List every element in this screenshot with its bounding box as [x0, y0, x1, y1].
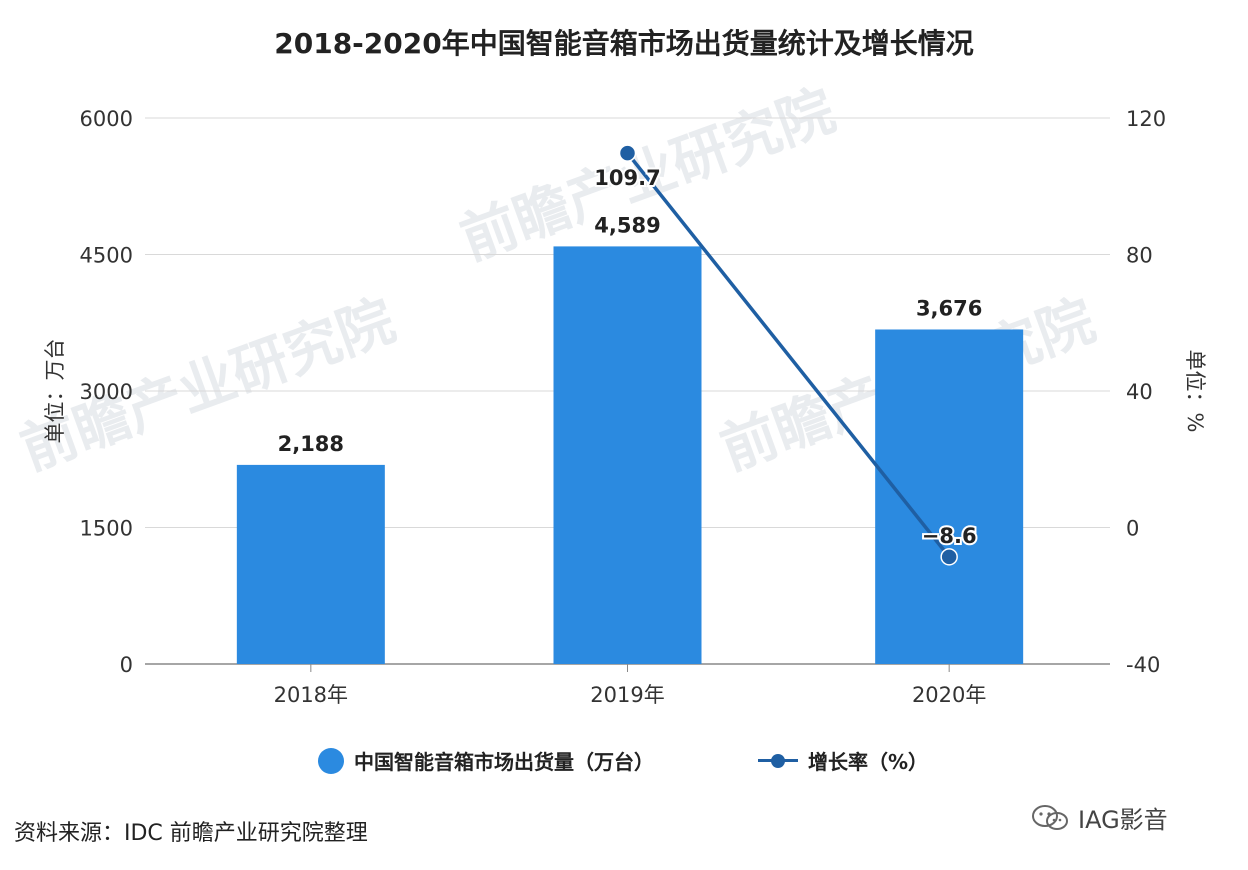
- bar-value-label: 2,188: [278, 432, 344, 456]
- left-tick-label: 6000: [80, 107, 133, 131]
- left-tick-label: 0: [120, 653, 133, 677]
- legend-item-growth[interactable]: 增长率（%）: [758, 746, 928, 775]
- growth-point: [618, 144, 637, 162]
- left-tick-label: 3000: [80, 380, 133, 404]
- right-tick-label: 120: [1126, 107, 1166, 131]
- legend-line-swatch: [758, 748, 798, 774]
- right-tick-label: 80: [1126, 244, 1153, 268]
- bar: [553, 246, 702, 664]
- axes: 0 1500 3000 4500 6000 -40 0 40 80 120 单位：万台 单位：% 201…: [43, 107, 1207, 707]
- wechat-icon: [1032, 804, 1068, 830]
- legend-item-shipments[interactable]: 中国智能音箱市场出货量（万台）: [318, 746, 654, 775]
- legend-bar-swatch: [318, 747, 344, 774]
- right-tick-label: 40: [1126, 380, 1153, 404]
- legend-label-shipments: 中国智能音箱市场出货量（万台）: [354, 750, 654, 774]
- brand-name: IAG影音: [1078, 806, 1168, 834]
- legend: 中国智能音箱市场出货量（万台） 增长率（%）: [0, 740, 1248, 780]
- bars: 2,188 4,589 3,676: [236, 213, 1024, 664]
- bar: [236, 464, 385, 664]
- bar-value-label: 3,676: [916, 296, 982, 320]
- x-tick-label: 2018年: [274, 683, 348, 707]
- source-note: 资料来源：IDC 前瞻产业研究院整理: [14, 821, 368, 846]
- watermark-text: 前瞻产业研究院: [13, 288, 404, 483]
- growth-line: 109.7 −8.6: [592, 144, 979, 566]
- brand-logo: IAG影音: [1030, 800, 1168, 835]
- legend-label-growth: 增长率（%）: [808, 750, 929, 774]
- growth-value-label: −8.6: [922, 524, 977, 548]
- left-tick-label: 1500: [80, 517, 133, 541]
- right-tick-label: 0: [1126, 517, 1139, 541]
- chart-title: 2018-2020年中国智能音箱市场出货量统计及增长情况: [274, 27, 974, 60]
- x-tick-label: 2019年: [590, 683, 664, 707]
- bar: [875, 329, 1024, 664]
- growth-line-path: [626, 152, 951, 558]
- x-tick-label: 2020年: [912, 683, 986, 707]
- growth-point: [940, 548, 958, 566]
- bar-value-label: 4,589: [594, 213, 660, 237]
- left-tick-label: 4500: [80, 244, 133, 268]
- growth-value-label: 109.7: [594, 166, 660, 190]
- right-tick-label: -40: [1126, 653, 1160, 677]
- right-axis-title: 单位：%: [1183, 350, 1207, 433]
- left-axis-title: 单位：万台: [43, 339, 67, 444]
